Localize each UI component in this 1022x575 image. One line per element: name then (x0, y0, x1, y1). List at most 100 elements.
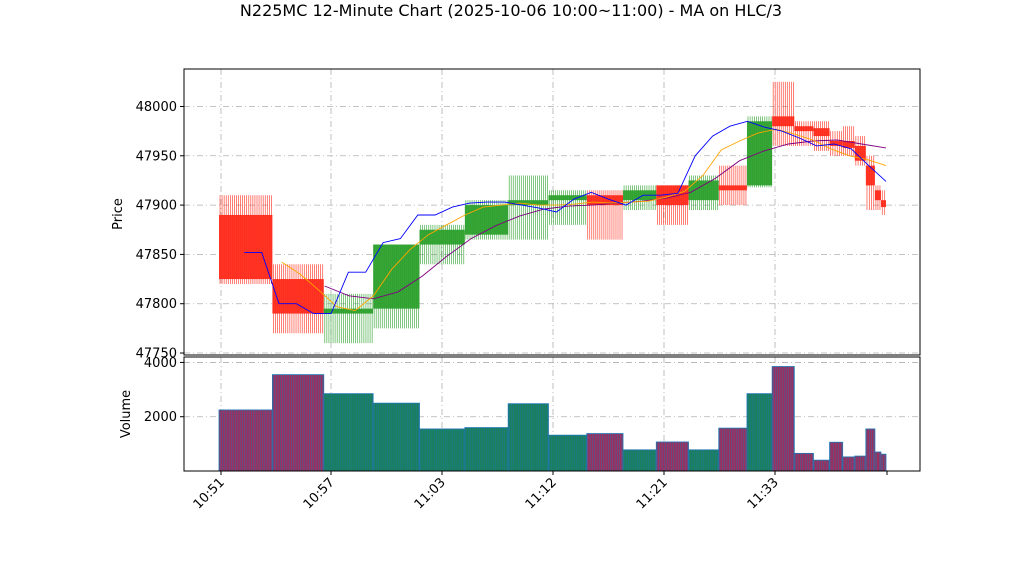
price-candles (219, 81, 886, 344)
volume-bar-fill-20 (865, 428, 875, 471)
volume-bar-fill-12 (718, 428, 747, 471)
volume-bar-6 (507, 403, 549, 472)
x-tick-label-3: 11:12 (523, 475, 560, 512)
candle-19 (854, 136, 866, 166)
volume-bar-fill-6 (508, 403, 549, 471)
volume-bar-4 (419, 428, 466, 472)
volume-bar-15 (793, 452, 814, 472)
volume-bar-8 (586, 433, 624, 472)
volume-y-tick-label-1: 4000 (144, 356, 177, 371)
ma-fast-line (244, 120, 887, 315)
volume-bar-fill-2 (323, 393, 374, 471)
volume-y-tick-label-0: 2000 (144, 410, 177, 425)
volume-bar-10 (655, 441, 689, 472)
candle-body-17 (829, 140, 843, 146)
x-tick-label-5: 11:33 (745, 475, 782, 512)
candle-body-20 (865, 165, 875, 186)
volume-axis-label: Volume (119, 390, 134, 438)
volume-bar-5 (464, 427, 509, 472)
candle-21 (874, 185, 881, 211)
candle-body-18 (842, 140, 855, 148)
volume-bar-17 (829, 441, 844, 472)
candle-body-12 (718, 185, 747, 191)
candle-body-2 (323, 308, 374, 314)
candle-body-6 (508, 200, 549, 206)
volume-bars (218, 366, 887, 472)
candle-body-4 (419, 229, 465, 245)
price-y-tick-label-0: 47750 (136, 347, 177, 362)
volume-bar-fill-15 (794, 453, 814, 471)
candle-2 (323, 293, 374, 344)
volume-bar-18 (842, 456, 856, 472)
chart-title: N225MC 12-Minute Chart (2025-10-06 10:00… (240, 1, 782, 20)
candle-20 (865, 155, 875, 211)
candle-body-8 (586, 195, 624, 206)
candle-9 (623, 185, 657, 211)
candle-body-5 (464, 205, 509, 235)
price-y-axis: 47750 47800 47850 47900 47950 48000 (136, 100, 184, 362)
candle-6 (508, 175, 549, 240)
candle-1 (272, 264, 324, 334)
candle-body-13 (746, 121, 773, 186)
candle-body-19 (854, 145, 866, 161)
candle-body-9 (623, 190, 657, 201)
candle-body-1 (272, 279, 324, 314)
volume-bar-21 (874, 451, 882, 472)
candle-12 (718, 165, 747, 206)
time-x-axis: 10:51 10:57 11:03 11:12 11:21 11:33 (191, 471, 888, 512)
moving-average-lines (244, 120, 887, 315)
candle-10 (656, 185, 689, 225)
volume-bar-11 (688, 449, 720, 472)
x-tick-label-4: 11:21 (634, 475, 671, 512)
volume-bar-fill-8 (586, 433, 624, 471)
x-tick-label-1: 10:57 (301, 475, 338, 512)
volume-bar-3 (372, 402, 420, 472)
volume-bar-12 (718, 427, 748, 472)
candle-22 (880, 190, 886, 215)
x-tick-label-0: 10:51 (191, 475, 228, 512)
volume-bar-fill-10 (656, 441, 689, 471)
price-y-tick-label-5: 48000 (136, 100, 177, 115)
candle-body-3 (373, 244, 420, 309)
volume-bar-19 (854, 455, 867, 472)
candle-body-7 (548, 195, 587, 201)
candle-body-21 (874, 190, 881, 201)
volume-bar-0 (218, 409, 273, 472)
volume-bar-14 (771, 366, 795, 472)
candle-13 (746, 116, 773, 188)
price-y-tick-label-2: 47850 (136, 248, 177, 263)
volume-bar-fill-4 (419, 428, 465, 471)
price-axis-label: Price (111, 198, 126, 230)
volume-bar-2 (323, 393, 374, 472)
candle-body-15 (794, 126, 814, 132)
volume-bar-20 (865, 428, 876, 472)
candle-4 (419, 224, 465, 265)
volume-y-axis: 2000 4000 (144, 356, 184, 425)
x-tick-label-2: 11:03 (412, 475, 449, 512)
volume-bar-9 (622, 449, 657, 472)
price-y-tick-label-1: 47800 (136, 297, 177, 312)
candle-body-22 (880, 200, 886, 208)
volume-bar-7 (548, 434, 588, 472)
candle-body-14 (772, 116, 795, 127)
candle-15 (794, 121, 814, 146)
candle-body-11 (688, 180, 719, 201)
volume-bar-fill-0 (219, 409, 273, 471)
candle-5 (464, 200, 509, 240)
candle-0 (219, 195, 273, 284)
volume-bar-16 (813, 459, 830, 472)
candle-body-16 (813, 128, 830, 137)
price-y-tick-label-4: 47950 (136, 149, 177, 164)
price-plot-frame (183, 68, 921, 356)
price-y-tick-label-3: 47900 (136, 199, 177, 214)
candle-body-0 (219, 214, 273, 280)
volume-bar-22 (880, 453, 887, 472)
volume-plot-frame (183, 356, 921, 472)
volume-bar-13 (746, 393, 773, 472)
ma-slow-line (324, 139, 887, 300)
volume-bar-1 (272, 374, 325, 472)
candle-14 (772, 81, 795, 146)
volume-bar-fill-21 (874, 452, 881, 471)
volume-bar-fill-22 (880, 454, 886, 471)
